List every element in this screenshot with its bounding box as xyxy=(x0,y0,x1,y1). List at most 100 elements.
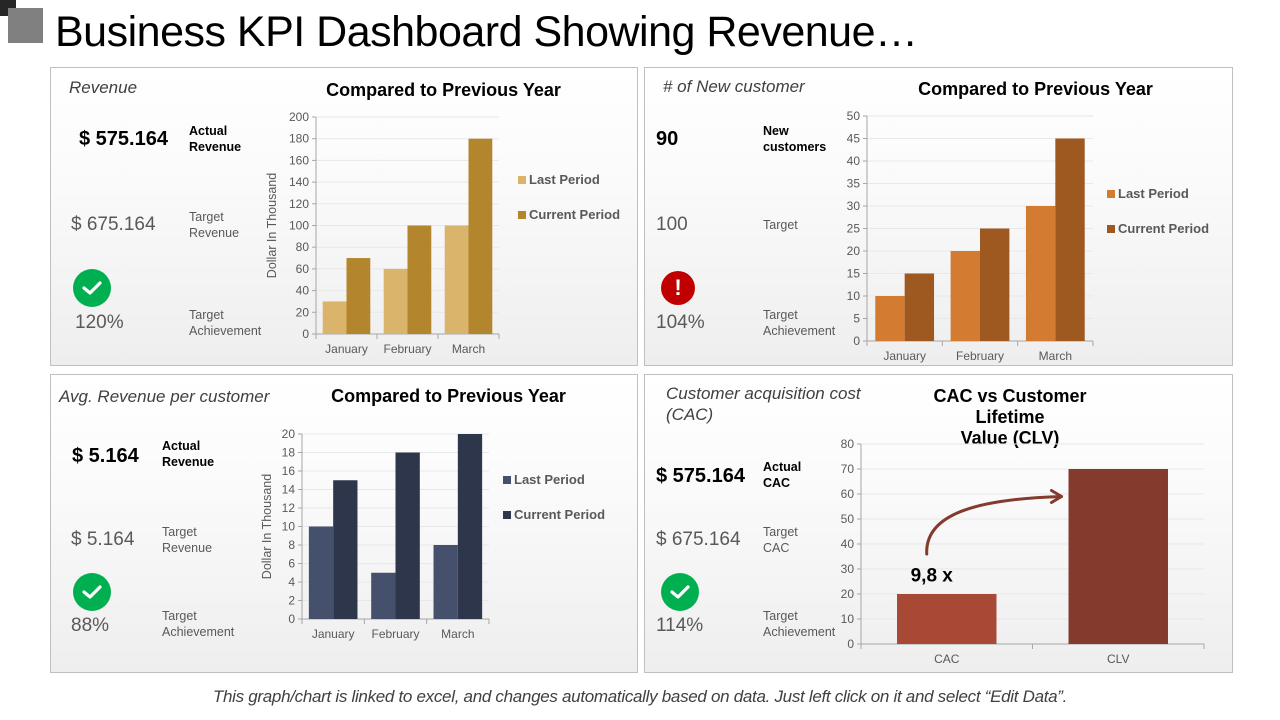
y-tick-label: 50 xyxy=(847,109,861,123)
y-tick-label: 60 xyxy=(296,262,310,276)
achievement-value: 88% xyxy=(71,615,110,636)
achievement-value: 120% xyxy=(75,312,124,333)
x-tick-label: February xyxy=(383,342,431,356)
bar-last-period xyxy=(322,301,347,334)
panel-title: Revenue xyxy=(69,78,138,97)
y-tick-label: 10 xyxy=(282,520,296,534)
legend-swatch xyxy=(1107,190,1115,198)
y-tick-label: 0 xyxy=(302,327,309,341)
y-tick-label: 120 xyxy=(289,197,309,211)
new-customer-panel: # of New customer 90 New customers 100 T… xyxy=(644,67,1233,366)
y-tick-label: 45 xyxy=(847,132,861,146)
y-axis-title: Dollar In Thousand xyxy=(265,173,279,278)
y-tick-label: 20 xyxy=(841,587,855,601)
achievement-label: Target Achievement xyxy=(763,609,836,639)
bar-current-period xyxy=(457,434,483,619)
chart-title: Compared to Previous Year xyxy=(326,80,561,100)
x-tick-label: February xyxy=(371,627,419,641)
bar-current-period xyxy=(980,228,1010,341)
bar-last-period xyxy=(950,251,980,341)
y-tick-label: 14 xyxy=(282,483,296,497)
footer-note: This graph/chart is linked to excel, and… xyxy=(212,687,1068,706)
target-label: Target xyxy=(763,218,798,232)
y-tick-label: 40 xyxy=(296,284,310,298)
target-revenue-value: $ 675.164 xyxy=(71,214,156,235)
legend-label: Current Period xyxy=(514,507,605,522)
achievement-label: Target Achievement xyxy=(763,308,836,338)
y-tick-label: 25 xyxy=(847,222,861,236)
actual-cac-value: $ 575.164 xyxy=(656,465,745,487)
y-tick-label: 20 xyxy=(847,244,861,258)
check-circle-icon xyxy=(73,573,111,611)
bar-current-period xyxy=(468,138,493,334)
new-customers-value: 90 xyxy=(656,128,679,150)
y-tick-label: 60 xyxy=(841,487,855,501)
bar-last-period xyxy=(433,545,458,619)
arrow-head-icon xyxy=(1050,489,1063,504)
legend-swatch xyxy=(518,176,526,184)
y-tick-label: 100 xyxy=(289,219,309,233)
y-tick-label: 20 xyxy=(282,427,296,441)
legend-label: Current Period xyxy=(529,207,620,222)
achievement-label: Target Achievement xyxy=(189,308,262,338)
avg-revenue-bar-chart[interactable]: 0 2 4 6 8 10 12 14 16 18 20 January February March Las… xyxy=(51,375,639,674)
y-tick-label: 2 xyxy=(288,594,295,608)
y-tick-label: 140 xyxy=(289,175,309,189)
page-title: Business KPI Dashboard Showing Revenue… xyxy=(55,8,918,56)
annotation-label: 9,8 x xyxy=(911,566,954,587)
actual-revenue-label: Actual Revenue xyxy=(189,124,242,154)
logo-square-gray xyxy=(8,8,43,43)
bar-cac xyxy=(897,594,997,644)
x-tick-label: CAC xyxy=(934,652,960,666)
y-tick-label: 10 xyxy=(841,612,855,626)
legend-label: Last Period xyxy=(529,172,600,187)
y-tick-label: 70 xyxy=(841,462,855,476)
y-tick-label: 50 xyxy=(841,512,855,526)
check-circle-icon xyxy=(73,269,111,307)
revenue-panel: Revenue $ 575.164 Actual Revenue $ 675.1… xyxy=(50,67,638,366)
bar-current-period xyxy=(333,480,358,619)
achievement-value: 104% xyxy=(656,312,705,333)
target-value: 100 xyxy=(656,214,688,235)
chart-title: Compared to Previous Year xyxy=(331,386,566,406)
new-customers-label: New customers xyxy=(763,124,827,154)
y-tick-label: 5 xyxy=(853,312,860,326)
legend-label: Current Period xyxy=(1118,221,1209,236)
y-axis-title: Dollar In Thousand xyxy=(260,474,274,579)
bar-last-period xyxy=(444,225,469,334)
y-tick-label: 4 xyxy=(288,575,295,589)
bar-current-period xyxy=(904,273,935,341)
exclamation-circle-icon: ! xyxy=(661,271,695,305)
y-tick-label: 18 xyxy=(282,446,296,460)
bar-clv xyxy=(1068,469,1168,644)
y-tick-label: 30 xyxy=(841,562,855,576)
y-tick-label: 12 xyxy=(282,501,296,515)
actual-revenue-value: $ 575.164 xyxy=(79,128,168,150)
bar-last-period xyxy=(383,268,408,334)
target-revenue-label: Target Revenue xyxy=(162,525,213,555)
legend-label: Last Period xyxy=(514,472,585,487)
legend-swatch xyxy=(518,211,526,219)
legend-swatch xyxy=(503,476,511,484)
panel-title: Customer acquisition cost (CAC) xyxy=(666,384,861,424)
bar-last-period xyxy=(371,572,396,619)
y-tick-label: 80 xyxy=(296,240,310,254)
target-revenue-label: Target Revenue xyxy=(189,210,240,240)
cac-panel: Customer acquisition cost (CAC) $ 575.16… xyxy=(644,374,1233,673)
bar-current-period xyxy=(346,258,371,334)
bar-current-period xyxy=(395,452,420,619)
cac-vs-clv-bar-chart[interactable]: 0 10 20 30 40 50 60 70 80 CAC CLV 9,8 x xyxy=(645,375,1234,674)
y-tick-label: 16 xyxy=(282,464,296,478)
y-tick-label: 0 xyxy=(853,334,860,348)
legend-swatch xyxy=(503,511,511,519)
target-revenue-value: $ 5.164 xyxy=(71,529,135,550)
y-tick-label: 180 xyxy=(289,132,309,146)
new-customer-bar-chart[interactable]: 0 5 10 15 20 25 30 35 40 45 50 January February March… xyxy=(645,68,1234,367)
y-tick-label: 35 xyxy=(847,177,861,191)
y-tick-label: 40 xyxy=(847,154,861,168)
revenue-bar-chart[interactable]: 0 20 40 60 80 100 120 140 160 180 200 January Februa… xyxy=(51,68,639,367)
y-tick-label: 80 xyxy=(841,437,855,451)
y-tick-label: 0 xyxy=(288,612,295,626)
x-tick-label: March xyxy=(1039,349,1072,363)
y-tick-label: 15 xyxy=(847,267,861,281)
